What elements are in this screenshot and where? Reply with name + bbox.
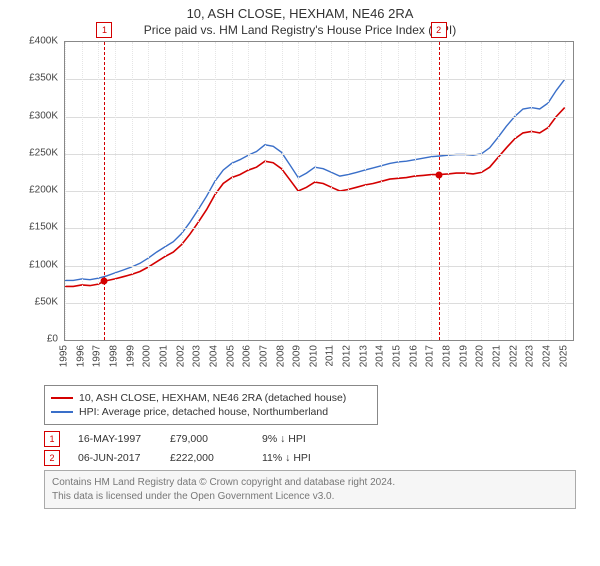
y-tick-label: £0 [47,334,58,345]
txn-delta: 11% ↓ HPI [262,452,336,464]
y-tick-label: £300K [29,110,58,121]
x-tick-label: 2004 [208,345,219,367]
x-tick-label: 2017 [425,345,436,367]
x-tick-label: 2009 [292,345,303,367]
transaction-dot-1 [101,278,108,285]
chart-title-address: 10, ASH CLOSE, HEXHAM, NE46 2RA [0,6,600,21]
x-tick-label: 1997 [92,345,103,367]
x-tick-label: 2006 [242,345,253,367]
legend-swatch [51,411,73,413]
chart-title-sub: Price paid vs. HM Land Registry's House … [0,23,600,37]
x-tick-label: 2000 [142,345,153,367]
plot-area: 12 [64,41,574,341]
x-tick-label: 2023 [525,345,536,367]
txn-date: 16-MAY-1997 [78,433,152,445]
x-tick-label: 2014 [375,345,386,367]
x-tick-label: 2007 [258,345,269,367]
chart-area: £0£50K£100K£150K£200K£250K£300K£350K£400… [20,41,580,381]
legend: 10, ASH CLOSE, HEXHAM, NE46 2RA (detache… [44,385,378,425]
x-tick-label: 2015 [392,345,403,367]
y-tick-label: £50K [35,296,58,307]
x-tick-label: 2001 [158,345,169,367]
x-tick-label: 1998 [108,345,119,367]
x-axis-labels: 1995199619971998199920002001200220032004… [64,343,574,379]
legend-swatch [51,397,73,399]
y-tick-label: £100K [29,259,58,270]
y-tick-label: £250K [29,147,58,158]
x-tick-label: 2018 [442,345,453,367]
x-tick-label: 2022 [508,345,519,367]
transaction-marker-2: 2 [431,22,447,38]
x-tick-label: 2003 [192,345,203,367]
x-tick-label: 1995 [59,345,70,367]
x-tick-label: 2013 [358,345,369,367]
y-tick-label: £350K [29,73,58,84]
transaction-table: 1 16-MAY-1997 £79,000 9% ↓ HPI 2 06-JUN-2017 £… [44,431,600,466]
legend-row-hpi: HPI: Average price, detached house, Nort… [51,406,371,418]
footer-line-2: This data is licensed under the Open Gov… [52,490,568,504]
x-tick-label: 2008 [275,345,286,367]
x-tick-label: 2005 [225,345,236,367]
txn-row-1: 1 16-MAY-1997 £79,000 9% ↓ HPI [44,431,600,447]
footer-attribution: Contains HM Land Registry data © Crown c… [44,470,576,509]
x-tick-label: 2010 [308,345,319,367]
legend-row-price_paid: 10, ASH CLOSE, HEXHAM, NE46 2RA (detache… [51,392,371,404]
transaction-marker-1: 1 [96,22,112,38]
x-tick-label: 2011 [325,345,336,367]
y-axis-labels: £0£50K£100K£150K£200K£250K£300K£350K£400… [20,41,62,341]
x-tick-label: 2016 [408,345,419,367]
txn-num-box: 2 [44,450,60,466]
x-tick-label: 2021 [492,345,503,367]
y-tick-label: £400K [29,36,58,47]
x-tick-label: 2025 [558,345,569,367]
txn-price: £222,000 [170,452,244,464]
legend-label: HPI: Average price, detached house, Nort… [79,406,328,418]
y-tick-label: £150K [29,222,58,233]
x-tick-label: 2012 [342,345,353,367]
txn-price: £79,000 [170,433,244,445]
y-tick-label: £200K [29,185,58,196]
legend-label: 10, ASH CLOSE, HEXHAM, NE46 2RA (detache… [79,392,346,404]
x-tick-label: 2002 [175,345,186,367]
txn-delta: 9% ↓ HPI [262,433,336,445]
x-tick-label: 2024 [542,345,553,367]
x-tick-label: 1996 [75,345,86,367]
txn-date: 06-JUN-2017 [78,452,152,464]
txn-num-box: 1 [44,431,60,447]
x-tick-label: 1999 [125,345,136,367]
txn-row-2: 2 06-JUN-2017 £222,000 11% ↓ HPI [44,450,600,466]
x-tick-label: 2019 [458,345,469,367]
footer-line-1: Contains HM Land Registry data © Crown c… [52,476,568,490]
x-tick-label: 2020 [475,345,486,367]
transaction-dot-2 [435,171,442,178]
